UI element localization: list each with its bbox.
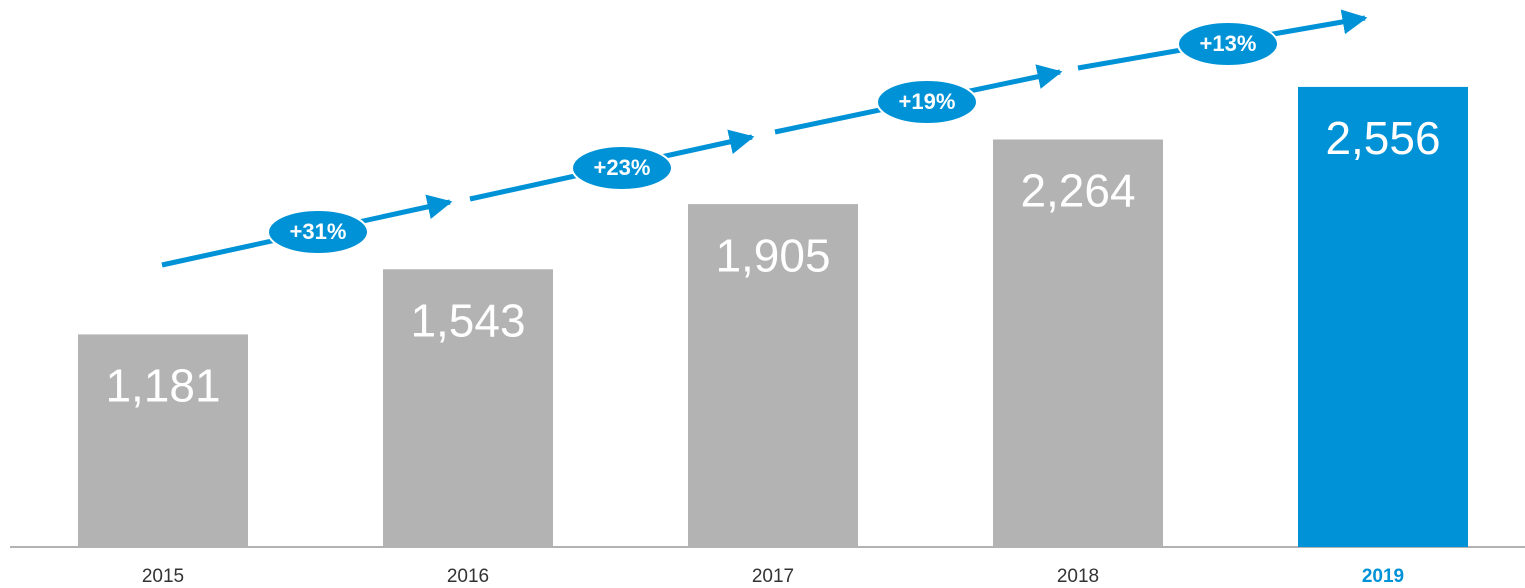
growth-label: +19% bbox=[899, 89, 956, 114]
value-label: 2,556 bbox=[1325, 112, 1440, 164]
value-label: 1,543 bbox=[410, 294, 525, 346]
growth-badge bbox=[267, 209, 369, 255]
x-tick-label: 2018 bbox=[1057, 566, 1099, 587]
bar bbox=[688, 204, 858, 547]
growth-label: +13% bbox=[1200, 31, 1257, 56]
value-label: 1,181 bbox=[105, 360, 220, 412]
bar bbox=[993, 139, 1163, 548]
x-tick-label: 2015 bbox=[142, 566, 184, 587]
bar bbox=[1298, 86, 1468, 548]
growth-badge bbox=[571, 145, 673, 191]
x-tick-label: 2016 bbox=[447, 566, 489, 587]
value-label: 1,905 bbox=[715, 229, 830, 281]
growth-badge bbox=[876, 79, 978, 125]
bar bbox=[383, 269, 553, 547]
bar bbox=[78, 334, 248, 547]
growth-badge bbox=[1177, 21, 1279, 67]
x-tick-label: 2019 bbox=[1362, 566, 1404, 587]
growth-label: +23% bbox=[594, 155, 651, 180]
x-tick-label: 2017 bbox=[752, 566, 794, 587]
growth-label: +31% bbox=[290, 219, 347, 244]
value-label: 2,264 bbox=[1020, 165, 1135, 217]
